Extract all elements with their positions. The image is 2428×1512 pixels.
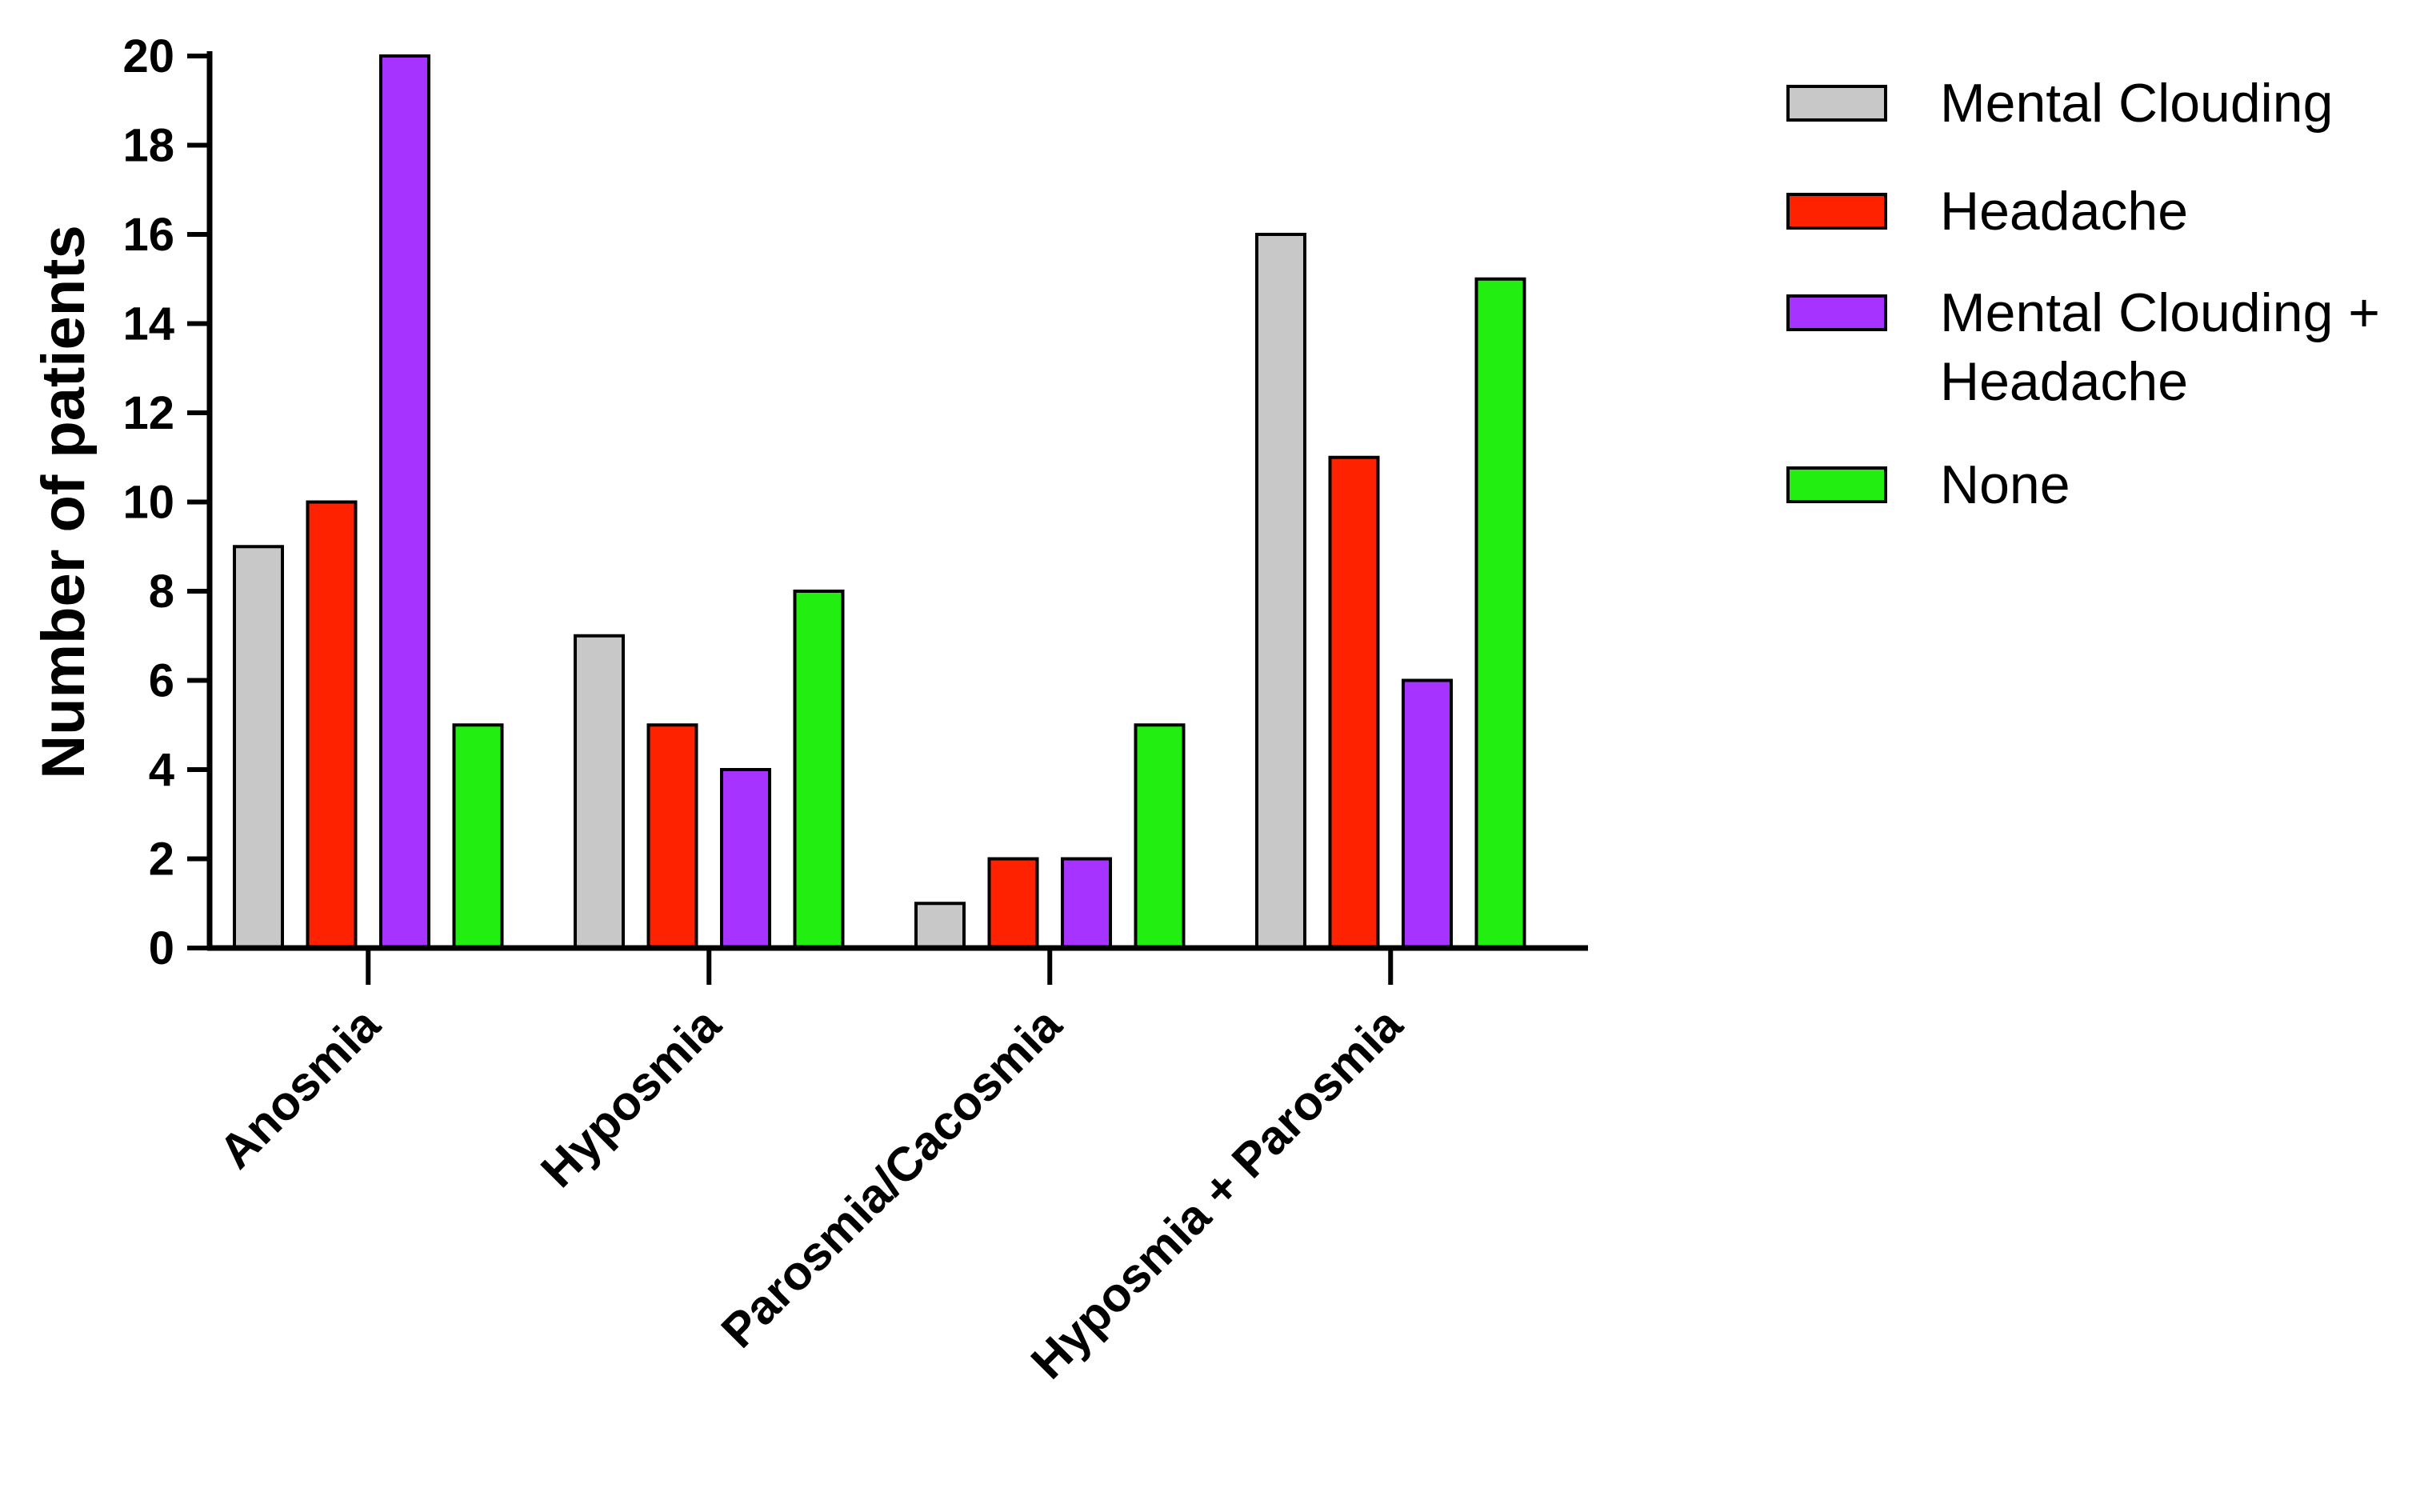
legend-label-none: None xyxy=(1940,454,2070,515)
bar-mental-clouding-headache-hyposmia xyxy=(720,768,771,950)
legend-label-mental-clouding-headache-line-1: Mental Clouding + xyxy=(1940,282,2380,343)
x-tick-label-anosmia: Anosmia xyxy=(209,997,390,1178)
bar-none-anosmia xyxy=(452,723,504,950)
bar-mental-clouding-parosmia-cacosmia xyxy=(914,902,966,950)
y-tick-label-4: 4 xyxy=(149,744,174,796)
bar-headache-parosmia-cacosmia xyxy=(987,857,1039,950)
bar-none-hyposmia-parosmia xyxy=(1474,277,1526,950)
bar-mental-clouding-hyposmia-parosmia xyxy=(1255,233,1306,950)
y-tick-label-10: 10 xyxy=(122,477,174,529)
y-axis-title: Number of patients xyxy=(30,225,98,779)
y-tick-label-20: 20 xyxy=(122,30,174,82)
x-tick-label-hyposmia-parosmia: Hyposmia + Parosmia xyxy=(1021,997,1413,1389)
bar-mental-clouding-hyposmia xyxy=(574,634,625,950)
legend-swatch-headache xyxy=(1786,193,1887,230)
legend-label-mental-clouding-headache-line-2: Headache xyxy=(1940,351,2188,412)
bar-mental-clouding-headache-hyposmia-parosmia xyxy=(1402,678,1453,950)
bar-mental-clouding-headache-parosmia-cacosmia xyxy=(1061,857,1112,950)
y-tick-label-18: 18 xyxy=(122,120,174,172)
legend-label-headache: Headache xyxy=(1940,181,2188,242)
bar-mental-clouding-anosmia xyxy=(233,545,284,950)
y-tick-label-2: 2 xyxy=(149,834,174,886)
bar-headache-hyposmia xyxy=(646,723,698,950)
y-tick-label-8: 8 xyxy=(149,566,174,618)
bar-headache-hyposmia-parosmia xyxy=(1328,455,1380,950)
y-tick-label-6: 6 xyxy=(149,655,174,707)
x-tick-label-parosmia-cacosmia: Parosmia/Cacosmia xyxy=(711,997,1072,1358)
y-tick-label-0: 0 xyxy=(149,922,174,974)
y-tick-label-16: 16 xyxy=(122,209,174,261)
legend-label-mental-clouding: Mental Clouding xyxy=(1940,73,2333,134)
legend-swatch-mental-clouding-headache xyxy=(1786,294,1887,331)
y-tick-label-14: 14 xyxy=(122,298,174,350)
bar-headache-anosmia xyxy=(306,500,358,950)
legend-swatch-none xyxy=(1786,466,1887,503)
legend-swatch-mental-clouding xyxy=(1786,85,1887,122)
bar-none-parosmia-cacosmia xyxy=(1134,723,1186,950)
x-tick-label-hyposmia: Hyposmia xyxy=(530,997,731,1198)
bar-mental-clouding-headache-anosmia xyxy=(379,54,430,950)
y-tick-label-12: 12 xyxy=(122,387,174,439)
bar-none-hyposmia xyxy=(793,590,845,950)
